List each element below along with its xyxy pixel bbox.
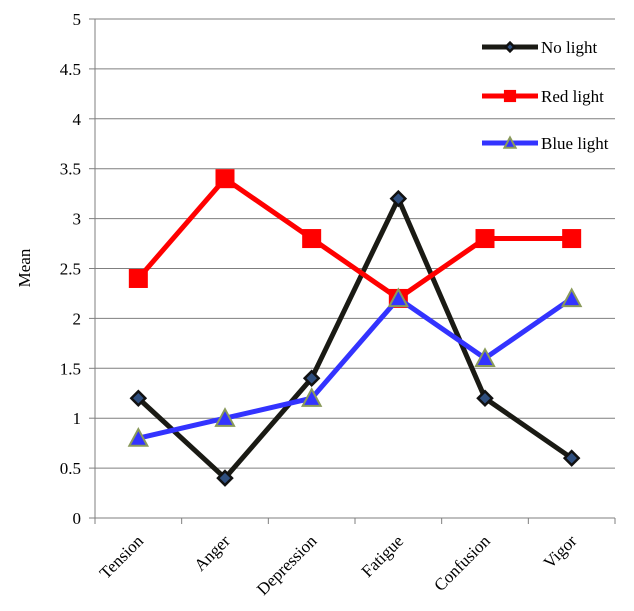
y-tick-label: 2.5 [60,260,81,279]
data-point [302,229,322,249]
x-tick-label: Confusion [430,531,494,595]
x-tick-label: Fatigue [358,531,407,580]
data-point [128,268,148,288]
legend-label: Blue light [541,134,609,153]
data-point [502,135,518,149]
data-point [503,89,517,103]
y-tick-label: 4 [73,110,82,129]
series-group [127,169,583,487]
legend-label: No light [541,38,597,57]
y-tick-label: 0.5 [60,459,81,478]
y-tick-label: 1 [73,409,82,428]
data-point [474,347,496,367]
data-point [214,407,236,427]
data-point [216,469,234,487]
y-tick-label: 2 [73,309,82,328]
gridlines [95,18,615,469]
series-line [136,175,572,302]
y-tick-label: 1.5 [60,359,81,378]
data-point [300,387,323,407]
legend-item: Red light [482,87,604,106]
x-tick-label: Anger [190,531,234,575]
y-tick-label: 3.5 [60,160,81,179]
y-tick-label: 3 [73,210,82,229]
x-tick-label: Depression [253,531,321,599]
y-tick-labels: 0 0.5 1 1.5 2 2.5 3 3.5 4 4.5 5 [60,10,82,528]
y-axis-title: Mean [15,248,34,287]
data-point [562,449,581,467]
legend: No light Red light Blue light [482,38,609,153]
data-point [387,287,410,308]
legend-item: Blue light [482,134,609,153]
legend-label: Red light [541,87,604,106]
data-point [389,189,408,208]
series-2 [128,169,582,308]
series-1 [129,189,581,487]
data-point [127,427,150,447]
data-point [475,229,495,249]
data-point [215,169,235,189]
data-point [129,389,148,408]
series-line [137,295,574,441]
data-point [476,389,494,408]
x-tick-label: Tension [96,531,148,583]
data-point [562,229,582,249]
legend-item: No light [482,38,597,57]
axes [89,18,616,524]
series-line [136,192,574,482]
x-tick-labels: Tension Anger Depression Fatigue Confusion Vi… [96,531,581,599]
data-point [560,287,583,308]
y-tick-label: 5 [73,10,82,29]
data-point [302,369,321,388]
x-tick-label: Vigor [540,531,581,572]
series-3 [127,287,583,447]
data-point [503,40,517,54]
y-tick-label: 4.5 [60,60,81,79]
y-tick-label: 0 [73,509,82,528]
